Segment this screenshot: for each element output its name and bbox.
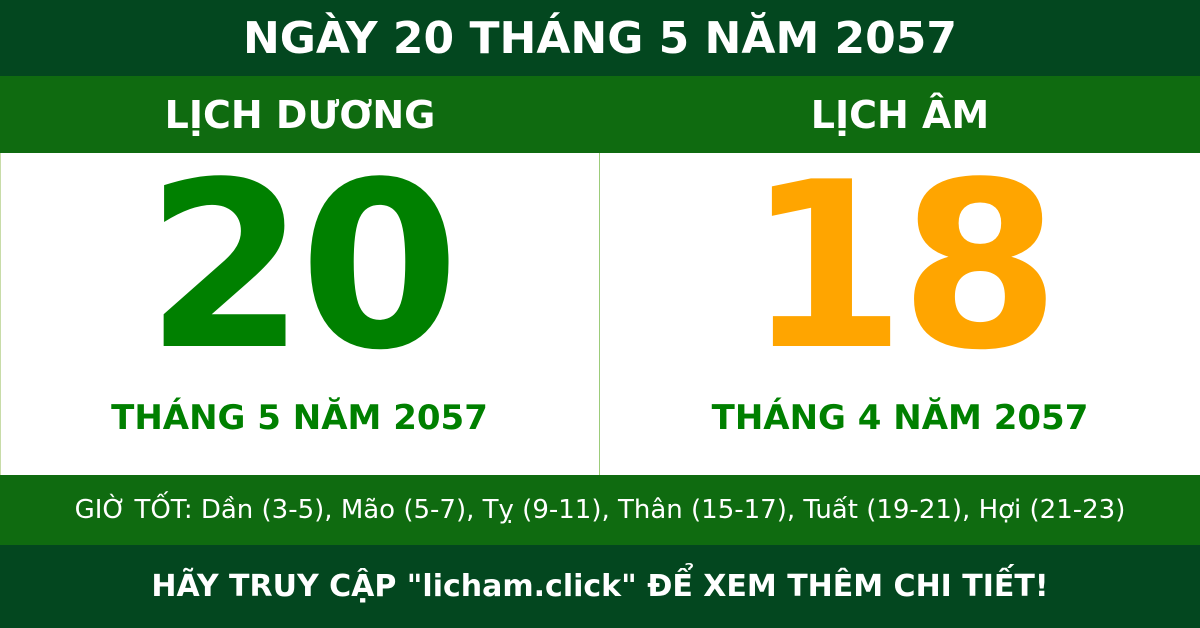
calendar-labels: LỊCH DƯƠNG LỊCH ÂM — [0, 76, 1200, 153]
page-title: NGÀY 20 THÁNG 5 NĂM 2057 — [0, 0, 1200, 76]
footer-cta: HÃY TRUY CẬP "licham.click" ĐỂ XEM THÊM … — [0, 545, 1200, 628]
solar-column: 20 THÁNG 5 NĂM 2057 — [0, 153, 600, 475]
solar-month-year: THÁNG 5 NĂM 2057 — [111, 398, 488, 438]
lunar-day: 18 — [745, 134, 1060, 401]
good-hours: GIỜ TỐT: Dần (3-5), Mão (5-7), Tỵ (9-11)… — [0, 475, 1200, 545]
solar-calendar-label: LỊCH DƯƠNG — [164, 92, 436, 137]
lunar-column: 18 THÁNG 4 NĂM 2057 — [600, 153, 1200, 475]
calendar-body: 20 THÁNG 5 NĂM 2057 18 THÁNG 4 NĂM 2057 — [0, 153, 1200, 475]
lunar-calendar-label: LỊCH ÂM — [810, 92, 990, 137]
lunar-month-year: THÁNG 4 NĂM 2057 — [711, 398, 1089, 438]
solar-day: 20 — [145, 134, 459, 401]
